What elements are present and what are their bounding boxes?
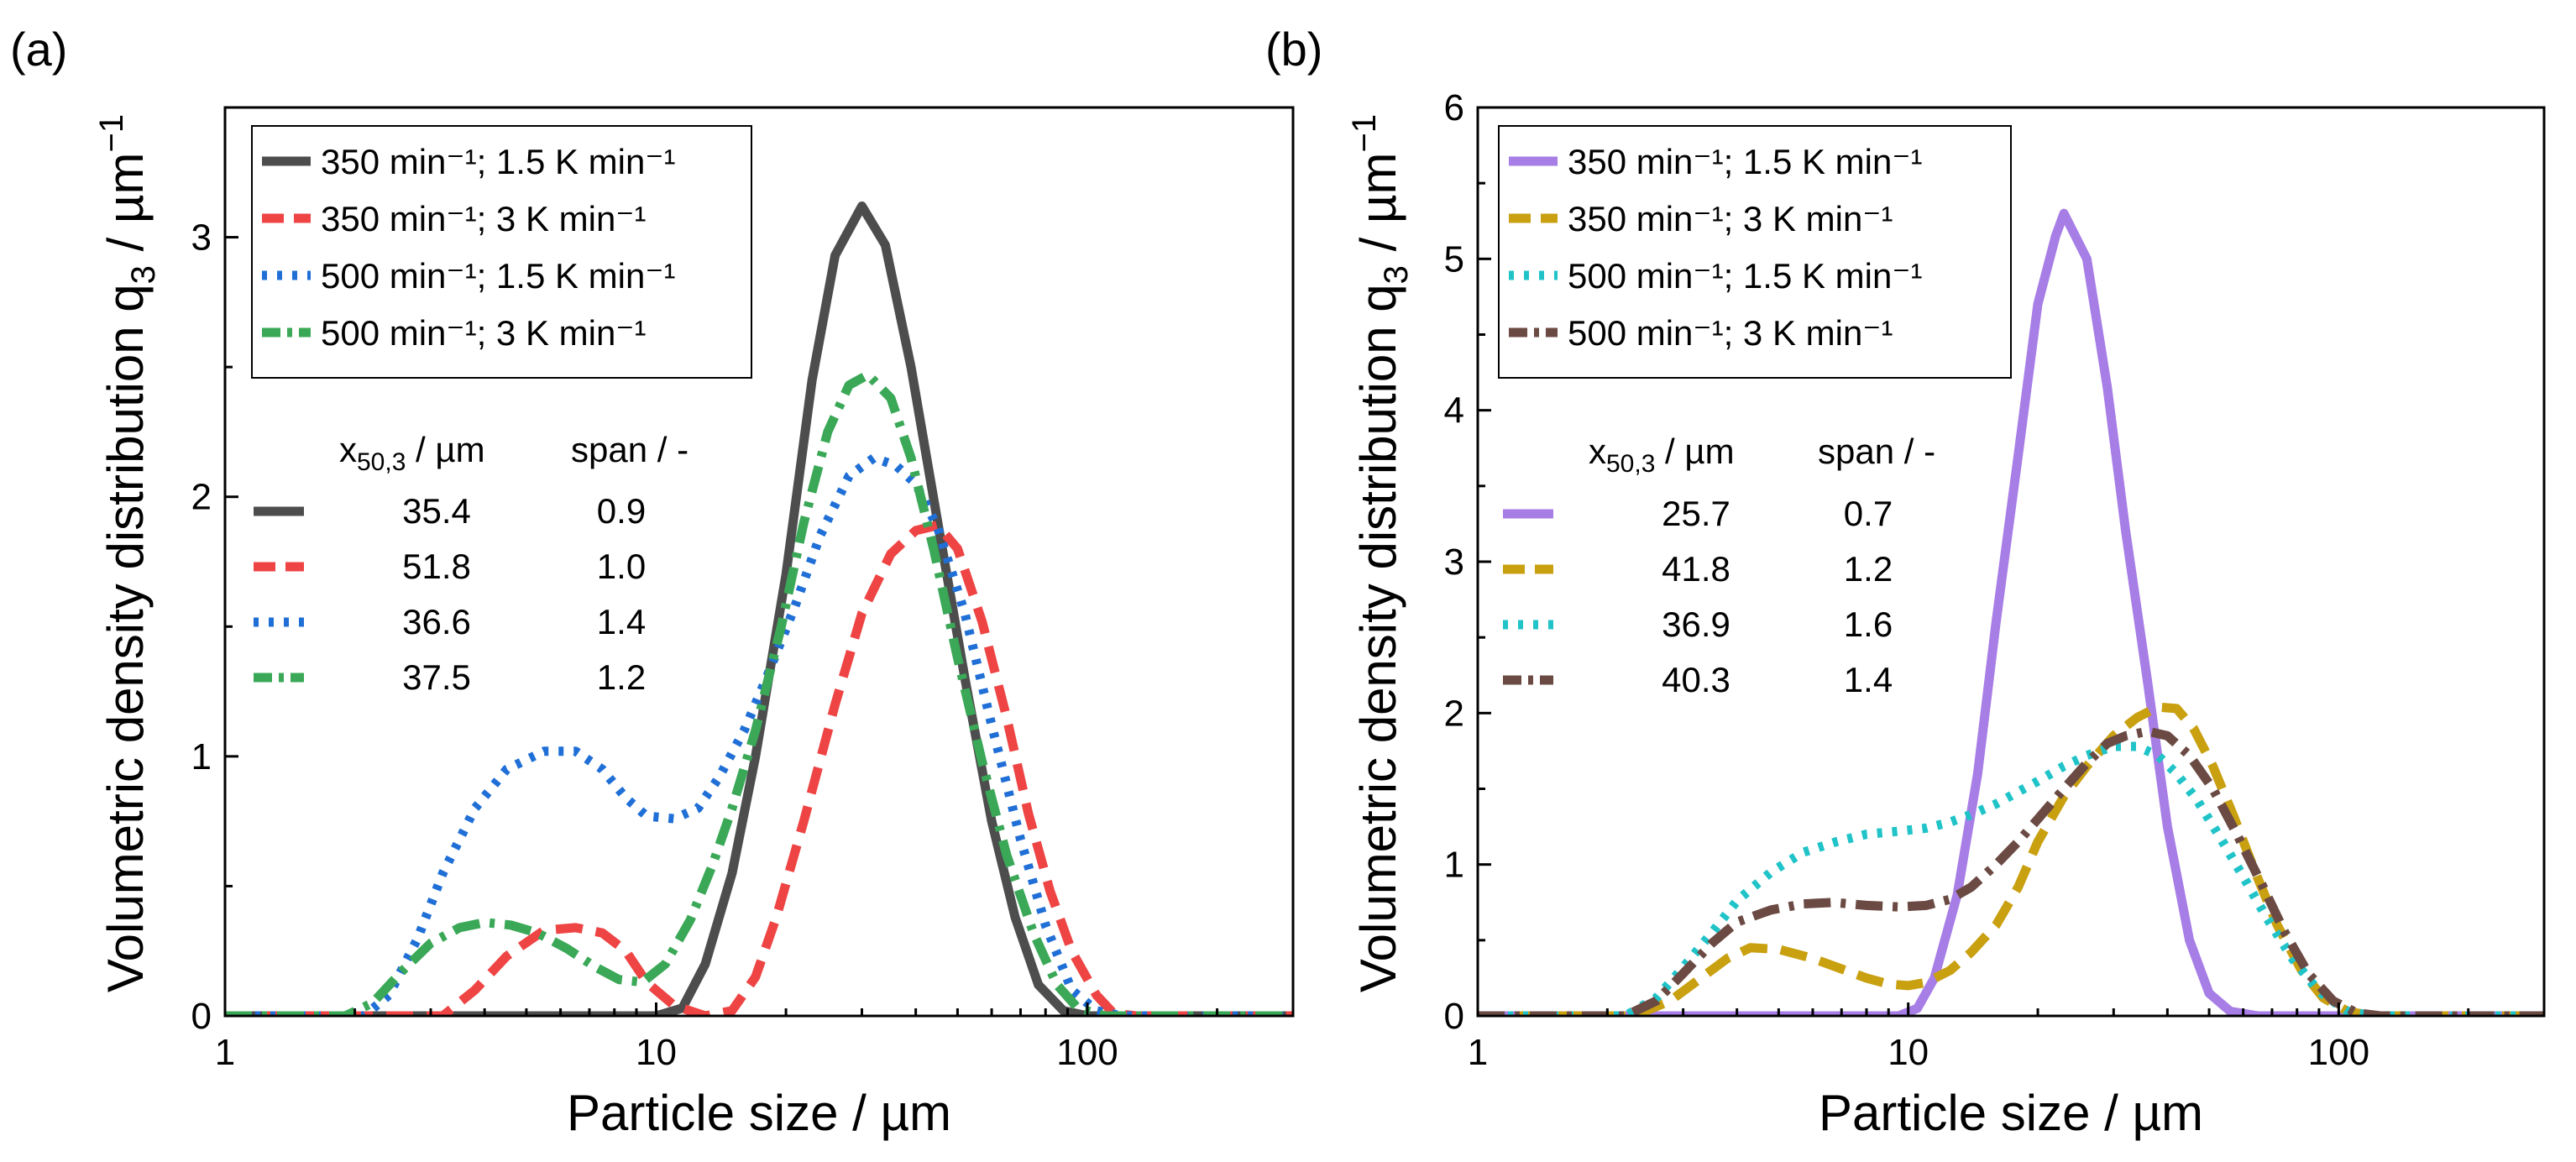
series-line-2 [1478, 702, 2544, 1016]
y-tick-label: 0 [1444, 996, 1464, 1037]
x-tick-label: 1 [215, 1032, 235, 1073]
y-axis-label-sup: −1 [1346, 114, 1383, 153]
stats-header-x50: x50,3 / µm [1589, 432, 1735, 478]
x-tick-label: 1 [1468, 1032, 1488, 1073]
legend-label: 350 min⁻¹; 3 K min⁻¹ [321, 199, 646, 238]
stats-span-value: 1.4 [597, 602, 646, 641]
stats-x50-value: 36.6 [402, 602, 471, 641]
legend-label: 500 min⁻¹; 3 K min⁻¹ [1568, 313, 1893, 353]
legend-label: 350 min⁻¹; 1.5 K min⁻¹ [321, 142, 675, 181]
stats-x50-value: 36.9 [1662, 605, 1730, 644]
legend-box [1498, 125, 2012, 379]
y-tick-label: 4 [1444, 390, 1464, 432]
y-tick-label: 1 [1444, 845, 1464, 886]
series-line-1 [225, 202, 1293, 1016]
legend-box [251, 125, 752, 379]
stats-span-value: 0.9 [597, 491, 646, 531]
x-tick-label: 10 [1887, 1032, 1929, 1073]
stats-header-x50-sub: 50,3 [357, 448, 406, 476]
stats-x50-value: 37.5 [402, 657, 471, 697]
y-axis-label-unit: / µm [97, 153, 154, 266]
series-line-1 [1478, 208, 2544, 1016]
stats-span-value: 1.0 [597, 547, 646, 586]
y-axis-label: Volumetric density distribution q3 / µm−… [93, 114, 162, 992]
stats-header-x50-symbol: x [339, 430, 357, 469]
series-line-3 [1478, 741, 2544, 1016]
plot-frame [223, 106, 1295, 1018]
y-axis-label-main: Volumetric density distribution q [1350, 284, 1406, 992]
stats-x50-value: 40.3 [1662, 660, 1730, 699]
y-axis-label-main: Volumetric density distribution q [97, 284, 154, 992]
series-line-2 [225, 521, 1293, 1016]
y-tick-label: 3 [1444, 542, 1464, 583]
y-tick-label: 0 [191, 996, 212, 1037]
x-tick-label: 100 [1056, 1032, 1118, 1073]
stats-span-value: 1.2 [1844, 549, 1893, 589]
y-tick-label: 2 [191, 477, 212, 518]
legend-label: 500 min⁻¹; 3 K min⁻¹ [321, 313, 646, 353]
legend-label: 350 min⁻¹; 1.5 K min⁻¹ [1568, 142, 1922, 181]
y-tick-label: 1 [191, 736, 212, 777]
stats-header-x50: x50,3 / µm [339, 430, 485, 476]
legend-label: 500 min⁻¹; 1.5 K min⁻¹ [1568, 256, 1922, 296]
y-tick-label: 3 [191, 217, 212, 259]
series-line-4 [225, 369, 1293, 1016]
stats-header-span: span / - [1818, 432, 1935, 471]
y-axis-label-sub: 3 [125, 265, 162, 284]
stats-x50-value: 51.8 [402, 547, 471, 586]
y-tick-label: 5 [1444, 238, 1464, 280]
x-axis-label: Particle size / µm [567, 1085, 951, 1141]
panel-label: (a) [10, 23, 67, 76]
stats-span-value: 1.6 [1844, 605, 1893, 644]
y-tick-label: 2 [1444, 693, 1464, 734]
stats-span-value: 0.7 [1844, 494, 1893, 533]
legend-label: 350 min⁻¹; 3 K min⁻¹ [1568, 199, 1893, 238]
stats-header-x50-unit: / µm [406, 430, 484, 469]
stats-x50-value: 25.7 [1662, 494, 1730, 533]
y-axis-label-sup: −1 [93, 114, 130, 153]
x-tick-label: 10 [636, 1032, 677, 1073]
stats-span-value: 1.2 [597, 657, 646, 697]
y-axis-label: Volumetric density distribution q3 / µm−… [1346, 114, 1415, 992]
stats-x50-value: 41.8 [1662, 549, 1730, 589]
series-line-4 [1478, 726, 2544, 1016]
y-tick-label: 6 [1444, 87, 1464, 128]
x-tick-label: 100 [2308, 1032, 2369, 1073]
stats-header-span: span / - [571, 430, 689, 469]
stats-span-value: 1.4 [1844, 660, 1893, 699]
stats-header-x50-sub: 50,3 [1606, 450, 1655, 478]
legend-label: 500 min⁻¹; 1.5 K min⁻¹ [321, 256, 675, 296]
y-axis-label-unit: / µm [1350, 153, 1406, 266]
panel-label: (b) [1265, 23, 1322, 76]
stats-header-x50-symbol: x [1589, 432, 1606, 471]
stats-x50-value: 35.4 [402, 491, 471, 531]
x-axis-label: Particle size / µm [1819, 1085, 2203, 1141]
y-axis-label-sub: 3 [1378, 265, 1415, 284]
stats-header-x50-unit: / µm [1655, 432, 1734, 471]
